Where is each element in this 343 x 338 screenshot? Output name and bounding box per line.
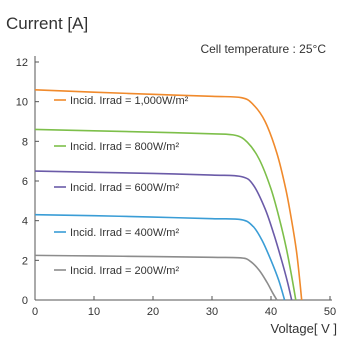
chart-title: Current [A]: [6, 14, 88, 33]
x-tick-label: 50: [324, 306, 336, 318]
series-line-1: [34, 128, 297, 301]
legend-label: Incid. Irrad = 600W/m²: [70, 182, 179, 194]
series-line-4: [34, 254, 278, 301]
y-tick-label: 12: [16, 57, 28, 69]
x-axis-label: Voltage[ V ]: [271, 321, 338, 336]
x-tick-label: 20: [147, 306, 159, 318]
y-tick-label: 10: [16, 97, 28, 109]
x-tick-label: 40: [265, 306, 277, 318]
x-tick-label: 0: [32, 306, 38, 318]
legend-label: Incid. Irrad = 200W/m²: [70, 265, 179, 277]
legend-label: Incid. Irrad = 1,000W/m²: [70, 95, 189, 107]
cell-temperature-annotation: Cell temperature : 25°C: [200, 42, 326, 56]
series-line-0: [34, 88, 303, 301]
y-tick-label: 6: [22, 176, 28, 188]
x-tick-label: 10: [88, 306, 100, 318]
x-tick-label: 30: [206, 306, 218, 318]
series-line-3: [34, 213, 286, 301]
series-lines: [34, 88, 303, 301]
legend-label: Incid. Irrad = 800W/m²: [70, 141, 179, 153]
y-tick-label: 0: [22, 295, 28, 307]
legend: Incid. Irrad = 1,000W/m² Incid. Irrad = 8…: [54, 95, 189, 277]
y-tick-label: 8: [22, 136, 28, 148]
y-tick-label: 2: [22, 255, 28, 267]
axes: 0 2 4 6 8 10 12 0 10 20 30 40 50: [16, 56, 336, 318]
y-tick-label: 4: [22, 216, 28, 228]
legend-label: Incid. Irrad = 400W/m²: [70, 227, 179, 239]
series-line-2: [34, 170, 293, 301]
